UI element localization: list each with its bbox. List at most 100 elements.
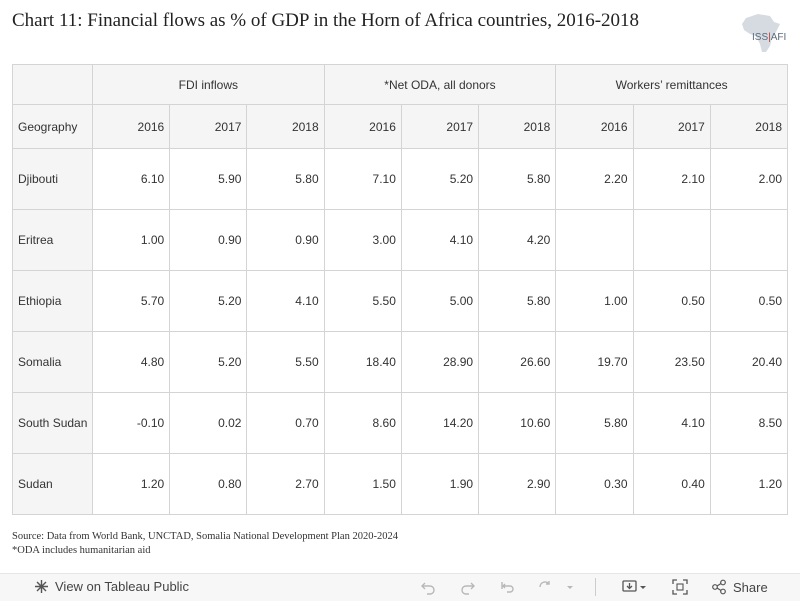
group-header-row: FDI inflows *Net ODA, all donors Workers… xyxy=(12,64,788,105)
value-cell xyxy=(709,209,789,271)
value-cell: -0.10 xyxy=(91,392,171,454)
value-cell: 1.20 xyxy=(709,453,789,515)
source-note: Source: Data from World Bank, UNCTAD, So… xyxy=(12,530,398,558)
source-line: Source: Data from World Bank, UNCTAD, So… xyxy=(12,531,398,542)
value-cell: 5.20 xyxy=(169,270,248,332)
value-cell: 23.50 xyxy=(632,331,711,393)
value-cell: 5.00 xyxy=(400,270,480,332)
value-cell: 5.70 xyxy=(91,270,171,332)
year-header: 2016 xyxy=(323,104,402,149)
value-cell: 4.10 xyxy=(246,270,325,332)
logo-text-left: ISS xyxy=(752,32,769,43)
africa-logo-icon xyxy=(742,14,780,52)
year-header-row: Geography 2016 2017 2018 2016 2017 2018 … xyxy=(12,104,789,149)
year-header: 2017 xyxy=(169,104,248,149)
value-cell: 4.10 xyxy=(400,209,480,271)
corner-cell xyxy=(12,64,93,105)
value-cell: 10.60 xyxy=(478,392,557,454)
geography-cell: Ethiopia xyxy=(12,270,93,332)
value-cell: 20.40 xyxy=(709,331,789,393)
value-cell: 14.20 xyxy=(400,392,480,454)
value-cell: 5.50 xyxy=(246,331,325,393)
table-row: Ethiopia 5.70 5.20 4.10 5.50 5.00 5.80 1.00 0.50… xyxy=(12,270,789,332)
share-label: Share xyxy=(733,579,768,595)
value-cell: 5.50 xyxy=(323,270,402,332)
table-body: Djibouti 6.10 5.90 5.80 7.10 5.20 5.80 2.20 2.10… xyxy=(12,148,789,515)
refresh-icon[interactable] xyxy=(537,579,553,595)
year-header: 2016 xyxy=(555,104,634,149)
year-header: 2017 xyxy=(400,104,480,149)
value-cell: 0.30 xyxy=(555,453,634,515)
logo-text-right: AFI xyxy=(770,32,787,43)
value-cell: 6.10 xyxy=(91,148,171,210)
tableau-toolbar: View on Tableau Public Share xyxy=(0,573,800,601)
value-cell: 5.80 xyxy=(246,148,325,210)
value-cell: 4.80 xyxy=(91,331,171,393)
value-cell: 26.60 xyxy=(478,331,557,393)
value-cell: 5.80 xyxy=(555,392,634,454)
value-cell: 18.40 xyxy=(323,331,402,393)
table-row: Sudan 1.20 0.80 2.70 1.50 1.90 2.90 0.30 0.40 1.2… xyxy=(12,453,789,515)
geography-cell: Somalia xyxy=(12,331,93,393)
value-cell: 0.90 xyxy=(169,209,248,271)
value-cell: 5.80 xyxy=(478,270,557,332)
geography-cell: Sudan xyxy=(12,453,93,515)
value-cell: 2.00 xyxy=(709,148,789,210)
value-cell: 4.20 xyxy=(478,209,557,271)
share-button[interactable]: Share xyxy=(711,579,768,595)
value-cell: 2.20 xyxy=(555,148,634,210)
value-cell: 0.02 xyxy=(169,392,248,454)
pause-dropdown-icon[interactable] xyxy=(566,579,574,595)
value-cell: 28.90 xyxy=(400,331,480,393)
value-cell xyxy=(632,209,711,271)
value-cell: 19.70 xyxy=(555,331,634,393)
value-cell: 5.90 xyxy=(169,148,248,210)
value-cell: 7.10 xyxy=(323,148,402,210)
value-cell: 8.50 xyxy=(709,392,789,454)
value-cell: 5.20 xyxy=(169,331,248,393)
year-header: 2016 xyxy=(91,104,171,149)
value-cell: 5.20 xyxy=(400,148,480,210)
year-header: 2017 xyxy=(632,104,711,149)
view-on-tableau-label: View on Tableau Public xyxy=(55,579,189,594)
value-cell: 0.50 xyxy=(632,270,711,332)
table-row: Eritrea 1.00 0.90 0.90 3.00 4.10 4.20 xyxy=(12,209,789,271)
geography-cell: South Sudan xyxy=(12,392,93,454)
logo-wordmark: ISS|AFI xyxy=(752,32,786,43)
view-on-tableau-button[interactable]: View on Tableau Public xyxy=(34,579,189,594)
group-header: *Net ODA, all donors xyxy=(323,64,557,105)
geography-cell: Djibouti xyxy=(12,148,93,210)
value-cell: 1.90 xyxy=(400,453,480,515)
table-row: South Sudan -0.10 0.02 0.70 8.60 14.20 10.60 5.… xyxy=(12,392,789,454)
table-row: Djibouti 6.10 5.90 5.80 7.10 5.20 5.80 2.20 2.10… xyxy=(12,148,789,210)
year-header: 2018 xyxy=(478,104,557,149)
undo-icon[interactable] xyxy=(420,579,436,595)
group-header: FDI inflows xyxy=(92,64,325,105)
value-cell xyxy=(555,209,634,271)
year-header: 2018 xyxy=(709,104,789,149)
revert-icon[interactable] xyxy=(500,579,516,595)
financial-flows-table: FDI inflows *Net ODA, all donors Workers… xyxy=(12,64,789,515)
value-cell: 0.90 xyxy=(246,209,325,271)
value-cell: 0.70 xyxy=(246,392,325,454)
fullscreen-icon[interactable] xyxy=(672,579,688,595)
redo-icon[interactable] xyxy=(460,579,476,595)
value-cell: 2.90 xyxy=(478,453,557,515)
value-cell: 5.80 xyxy=(478,148,557,210)
value-cell: 0.40 xyxy=(632,453,711,515)
download-icon[interactable] xyxy=(622,579,648,595)
geography-header: Geography xyxy=(12,104,93,149)
group-header: Workers’ remittances xyxy=(555,64,788,105)
footnote-line: *ODA includes humanitarian aid xyxy=(12,545,151,556)
table-row: Somalia 4.80 5.20 5.50 18.40 28.90 26.60 19.70 2… xyxy=(12,331,789,393)
value-cell: 0.80 xyxy=(169,453,248,515)
value-cell: 2.70 xyxy=(246,453,325,515)
share-icon xyxy=(711,579,727,595)
value-cell: 1.20 xyxy=(91,453,171,515)
value-cell: 1.00 xyxy=(91,209,171,271)
geography-cell: Eritrea xyxy=(12,209,93,271)
value-cell: 3.00 xyxy=(323,209,402,271)
value-cell: 4.10 xyxy=(632,392,711,454)
toolbar-divider xyxy=(595,578,596,596)
tableau-icon xyxy=(34,579,49,594)
